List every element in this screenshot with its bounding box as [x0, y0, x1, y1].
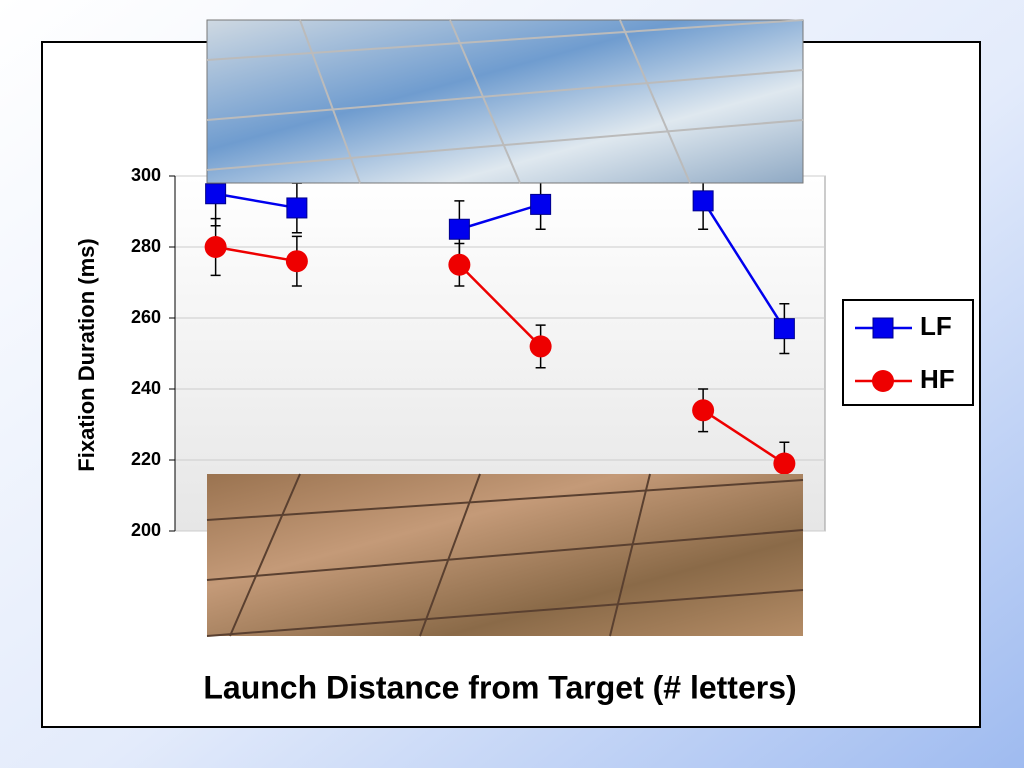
y-tick-label: 260 — [131, 307, 161, 327]
floor-grout — [206, 473, 804, 637]
legend-box — [842, 299, 974, 406]
x-axis-title: Launch Distance from Target (# letters) — [203, 669, 796, 705]
y-tick-label: 280 — [131, 236, 161, 256]
marker — [872, 370, 894, 392]
y-tick-label: 240 — [131, 378, 161, 398]
legend-label: HF — [920, 364, 955, 394]
marker — [285, 250, 308, 273]
ceiling-photo — [206, 19, 804, 184]
y-tick-label: 220 — [131, 449, 161, 469]
marker — [773, 452, 796, 475]
marker — [448, 253, 471, 276]
y-axis-title: Fixation Duration (ms) — [74, 238, 99, 471]
marker — [692, 190, 714, 212]
legend-label: LF — [920, 311, 952, 341]
marker — [204, 236, 227, 258]
marker — [773, 318, 795, 340]
marker — [448, 218, 470, 240]
marker — [205, 183, 227, 205]
y-tick-label: 200 — [131, 520, 161, 540]
ceiling-grid — [206, 19, 804, 184]
series-line — [215, 192, 786, 330]
marker — [286, 197, 308, 219]
marker — [872, 317, 894, 339]
y-tick-label: 300 — [131, 165, 161, 185]
marker — [529, 335, 552, 358]
marker — [530, 193, 552, 215]
series-line — [215, 245, 786, 465]
marker — [692, 399, 715, 422]
